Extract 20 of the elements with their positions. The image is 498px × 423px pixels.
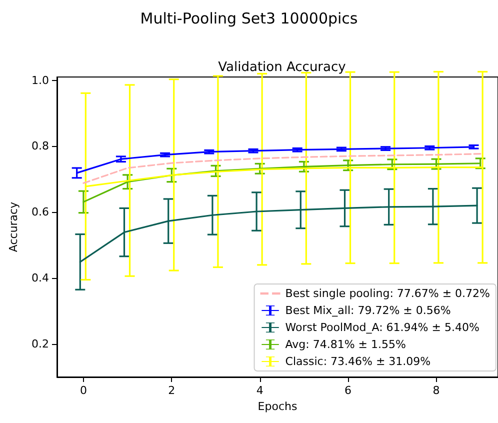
x-tick-label: 6 [344,384,352,397]
y-axis-title: Accuracy [7,201,20,252]
legend-label: Avg: 74.81% ± 1.55% [285,338,406,351]
x-tick-label: 4 [256,384,264,397]
legend-label: Best Mix_all: 79.72% ± 0.56% [285,304,451,317]
y-tick-label: 0.8 [32,140,49,153]
x-axis-title: Epochs [258,400,298,413]
legend-label: Worst PoolMod_A: 61.94% ± 5.40% [285,321,480,334]
y-tick-label: 1.0 [32,74,49,87]
chart-title: Multi-Pooling Set3 10000pics [140,10,358,28]
legend-label: Best single pooling: 77.67% ± 0.72% [285,287,490,300]
x-tick-label: 8 [432,384,440,397]
y-tick-label: 0.4 [32,272,49,285]
y-tick-label: 0.2 [32,338,49,351]
line-series [82,153,482,184]
x-tick-label: 0 [80,384,87,397]
chart-subtitle: Validation Accuracy [218,60,346,75]
y-tick-label: 0.6 [32,206,49,219]
x-tick-label: 2 [168,384,176,397]
legend-label: Classic: 73.46% ± 31.09% [285,355,431,368]
